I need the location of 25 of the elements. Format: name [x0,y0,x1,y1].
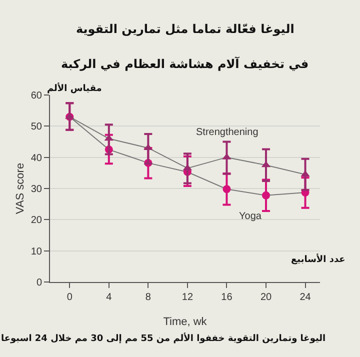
y-tick-label: 30 [30,184,42,195]
y-tick-label: 50 [30,122,42,133]
x-tick-label: 12 [182,292,194,303]
y-tick-label: 10 [30,246,42,258]
x-axis-title: Time, wk [163,316,208,328]
x-tick-label: 16 [221,292,233,303]
point [222,185,231,194]
y-tick-label: 20 [30,215,42,226]
text: مقياس الألم [47,82,102,94]
x-tick-label: 20 [260,292,272,303]
point [262,191,270,200]
text: اليوغا وتمارين التقوية خففوا الألم من 55 مم إلى 30 مم خلال 24 اسبوعا [1,332,326,344]
y-tick-label: 40 [30,152,42,164]
series-label: Yoga [239,211,262,222]
chart-subtitle: في تخفيف آلام هشاشة العظام في الركبة [61,56,309,71]
y-tick-label: 0 [36,278,42,288]
x-tick-label: 4 [106,292,112,303]
x-tick-label: 8 [145,292,152,303]
chart-title: اليوغا فعّالة تماما مثل تمارين التقوية [76,22,294,36]
x-tick-label: 24 [300,292,312,303]
text: Strengthening [196,127,258,138]
x-tick-label: 0 [66,292,73,303]
annotation: عدد الأسابيع [291,253,346,265]
y-axis-title: VAS score [14,162,27,214]
y-tick-label: 60 [30,90,42,102]
